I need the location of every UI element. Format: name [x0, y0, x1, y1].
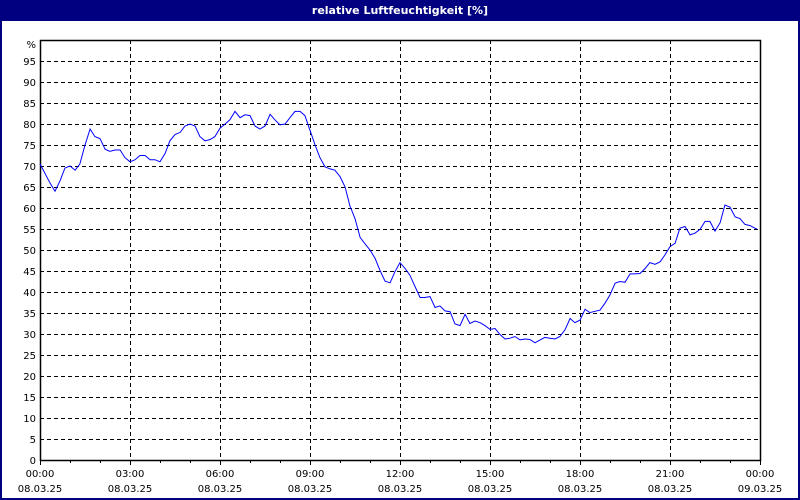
y-tick-label: 35 — [23, 309, 36, 320]
humidity-line — [39, 110, 758, 344]
y-tick-label: 20 — [23, 372, 36, 383]
x-tick-time: 00:00 — [746, 469, 775, 480]
x-tick-time: 03:00 — [116, 469, 145, 480]
y-tick-label: 45 — [23, 267, 36, 278]
x-tick-time: 15:00 — [476, 469, 505, 480]
x-tick-date: 09.03.25 — [738, 484, 783, 495]
x-tick-date: 08.03.25 — [468, 484, 513, 495]
y-tick-label: 90 — [23, 78, 36, 89]
x-tick-time: 06:00 — [206, 469, 235, 480]
x-tick-date: 08.03.25 — [108, 484, 153, 495]
y-tick-label: 65 — [23, 183, 36, 194]
y-tick-label: 75 — [23, 141, 36, 152]
x-tick-date: 08.03.25 — [288, 484, 333, 495]
y-tick-label: 70 — [23, 162, 36, 173]
x-tick-time: 09:00 — [296, 469, 325, 480]
x-tick-time: 00:00 — [26, 469, 55, 480]
y-tick-label: 10 — [23, 414, 36, 425]
y-tick-label: 30 — [23, 330, 36, 341]
y-tick-label: 40 — [23, 288, 36, 299]
y-tick-label: 55 — [23, 225, 36, 236]
y-tick-label: 0 — [30, 456, 36, 467]
y-tick-label: 15 — [23, 393, 36, 404]
x-tick-date: 08.03.25 — [18, 484, 63, 495]
y-axis-unit: % — [26, 40, 36, 51]
x-tick-date: 08.03.25 — [198, 484, 243, 495]
y-tick-label: 85 — [23, 99, 36, 110]
plot-frame — [39, 39, 762, 462]
x-tick-date: 08.03.25 — [378, 484, 423, 495]
y-tick-label: 50 — [23, 246, 36, 257]
y-tick-label: 60 — [23, 204, 36, 215]
x-tick-time: 21:00 — [656, 469, 685, 480]
x-tick-time: 12:00 — [386, 469, 415, 480]
x-tick-time: 18:00 — [566, 469, 595, 480]
y-tick-label: 25 — [23, 351, 36, 362]
x-tick-date: 08.03.25 — [648, 484, 693, 495]
y-tick-label: 95 — [23, 57, 36, 68]
y-tick-label: 80 — [23, 120, 36, 131]
x-tick-date: 08.03.25 — [558, 484, 603, 495]
y-tick-label: 5 — [30, 435, 36, 446]
window-title: relative Luftfeuchtigkeit [%] — [2, 2, 798, 21]
